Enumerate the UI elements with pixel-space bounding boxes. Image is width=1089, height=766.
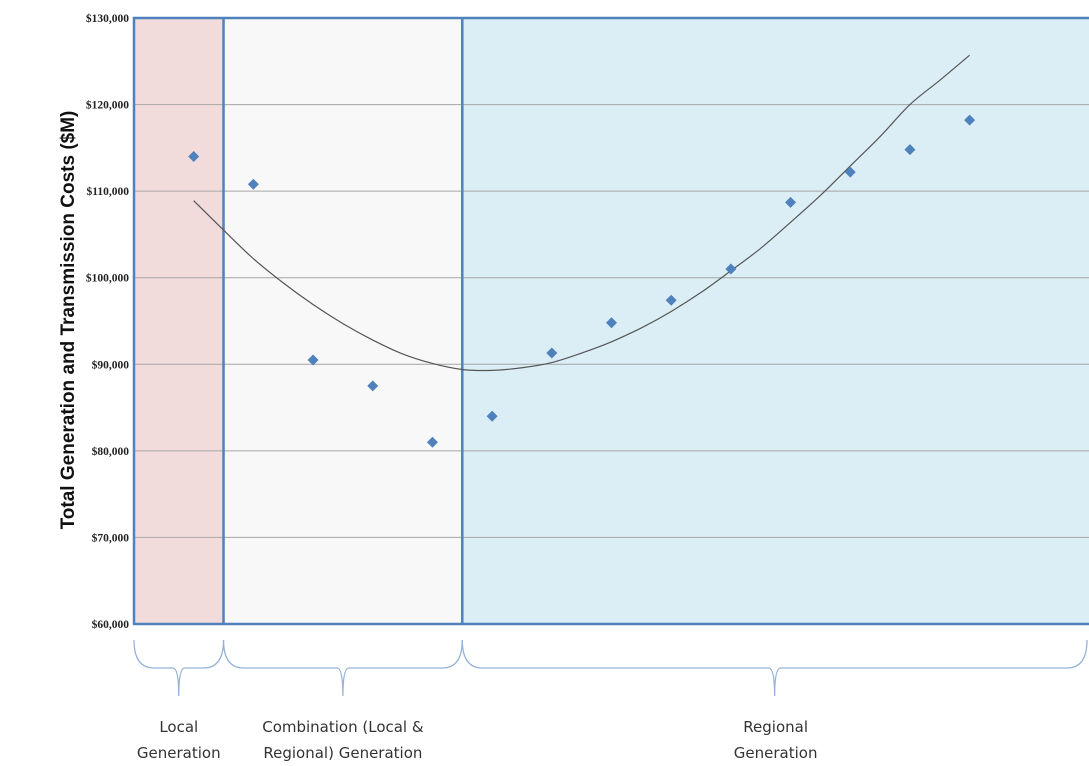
region-label-line1-1: Combination (Local & [262, 718, 424, 736]
y-axis-label: Total Generation and Transmission Costs … [58, 111, 79, 530]
data-point-9 [725, 263, 737, 275]
data-point-13 [964, 114, 976, 126]
y-tick-label-2: $80,000 [92, 445, 130, 458]
data-point-0 [188, 151, 200, 163]
y-tick-label-1: $70,000 [92, 531, 130, 544]
data-point-3 [367, 380, 379, 392]
data-point-2 [307, 354, 319, 366]
data-point-12 [904, 144, 916, 156]
y-axis-ticks: $60,000 $70,000 $80,000 $90,000 $100,000 $110… [86, 12, 129, 631]
region-backgrounds [134, 18, 1089, 624]
y-tick-label-7: $130,000 [86, 12, 129, 25]
region-brace-2 [461, 639, 1088, 697]
region-background-1 [223, 18, 463, 624]
y-tick-label-0: $60,000 [92, 618, 130, 631]
y-tick-label-6: $120,000 [86, 99, 129, 112]
region-background-2 [462, 18, 1089, 624]
data-point-1 [247, 178, 259, 190]
data-points [188, 114, 976, 448]
region-label-line2-0: Generation [137, 744, 221, 762]
data-point-6 [546, 347, 558, 359]
region-borders [132, 16, 1089, 626]
y-tick-label-5: $110,000 [87, 185, 130, 198]
region-label-line1-0: Local [159, 718, 198, 736]
region-background-0 [134, 18, 224, 624]
region-labels: Local Generation Combination (Local & Regio… [137, 718, 818, 762]
data-point-11 [844, 166, 856, 178]
y-tick-label-4: $100,000 [86, 272, 129, 285]
data-point-10 [785, 196, 797, 208]
region-label-line1-2: Regional [743, 718, 808, 736]
region-label-line2-2: Generation [734, 744, 818, 762]
trendline [193, 54, 971, 372]
region-brace-1 [222, 639, 463, 697]
plot-frame [132, 16, 1089, 626]
data-point-5 [486, 410, 498, 422]
trendline-layer [193, 54, 971, 372]
data-point-7 [606, 317, 617, 329]
data-point-8 [665, 294, 677, 306]
region-braces [133, 639, 1088, 697]
data-point-4 [426, 436, 438, 448]
region-brace-0 [133, 639, 225, 697]
y-tick-label-3: $90,000 [92, 358, 130, 371]
region-label-line2-1: Regional) Generation [263, 744, 422, 762]
